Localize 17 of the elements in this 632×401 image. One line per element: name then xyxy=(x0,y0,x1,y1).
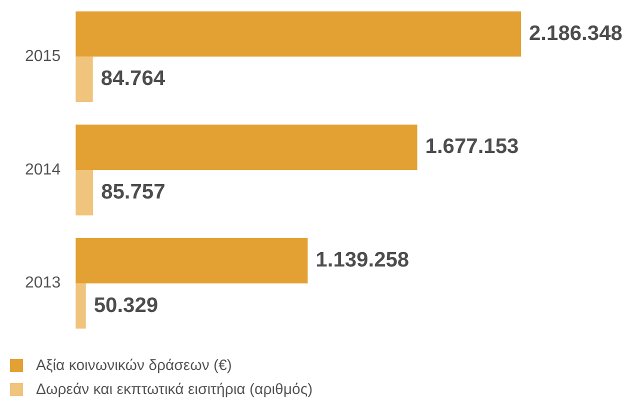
data-label: 84.764 xyxy=(100,67,166,90)
bar xyxy=(76,238,308,284)
data-label: 1.139.258 xyxy=(316,248,410,272)
y-tick-label: 2014 xyxy=(25,161,61,178)
bar xyxy=(76,170,94,216)
legend-label: Δωρεάν και εκπτωτικά εισιτήρια (αριθμός) xyxy=(36,380,313,398)
y-tick-label: 2015 xyxy=(25,48,61,66)
data-label: 50.329 xyxy=(94,294,158,317)
bar xyxy=(76,283,86,329)
bar xyxy=(76,124,418,170)
data-label: 2.186.348 xyxy=(529,22,623,45)
y-tick-label: 2013 xyxy=(25,274,61,292)
data-label: 85.757 xyxy=(101,180,166,204)
data-label: 1.677.153 xyxy=(425,135,519,158)
bar xyxy=(76,11,521,57)
bar xyxy=(76,56,93,102)
legend-label: Αξία κοινωνικών δράσεων (€) xyxy=(36,356,232,374)
